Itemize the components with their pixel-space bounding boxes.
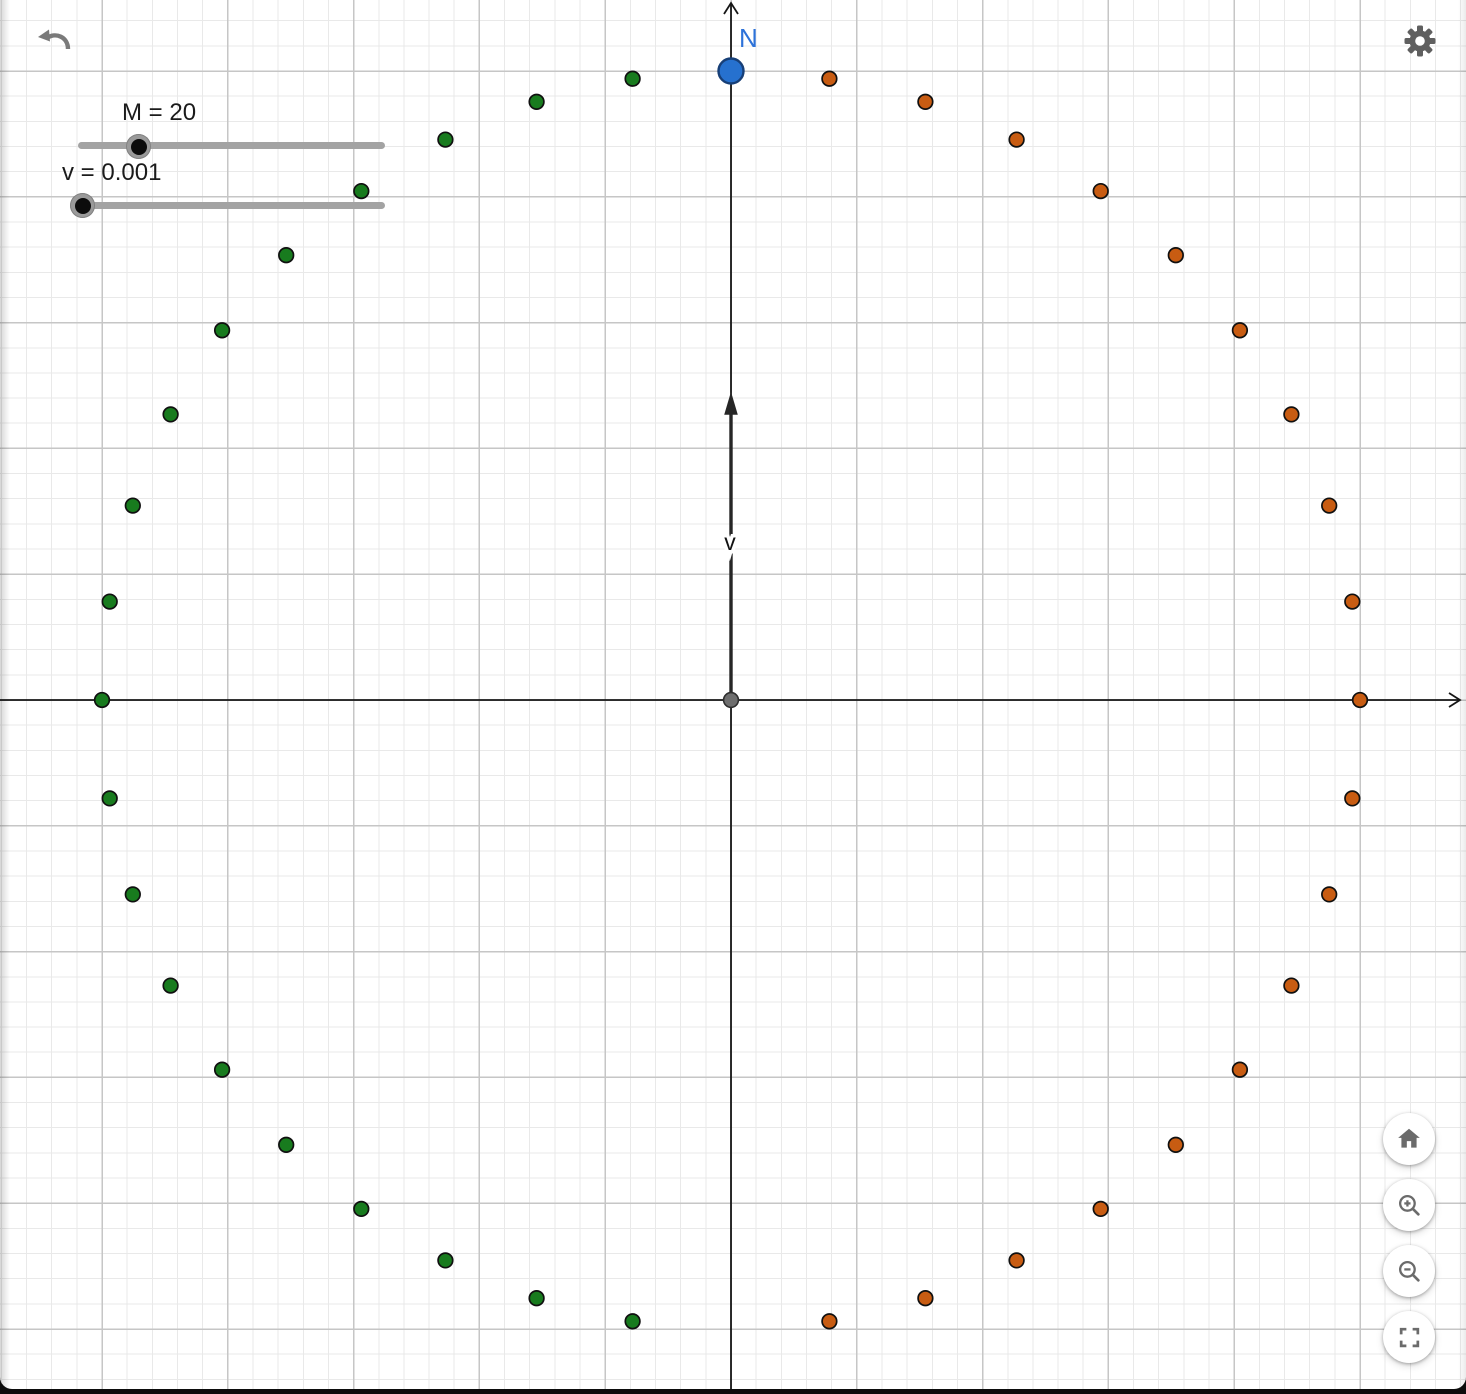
slider-m-track[interactable] [78, 142, 385, 149]
fullscreen-icon [1399, 1327, 1419, 1347]
orange-point[interactable] [1008, 1252, 1025, 1269]
green-point[interactable] [124, 497, 141, 514]
orange-point[interactable] [821, 70, 838, 87]
vector-v-label: v [724, 529, 736, 555]
green-point[interactable] [353, 1200, 370, 1218]
zoom-out-icon [1398, 1260, 1420, 1282]
orange-point[interactable] [1344, 593, 1361, 610]
origin-point[interactable] [722, 691, 740, 709]
green-point[interactable] [101, 790, 118, 807]
orange-point[interactable] [1167, 247, 1184, 264]
orange-point[interactable] [1167, 1136, 1184, 1153]
green-point[interactable] [213, 322, 231, 339]
orange-point[interactable] [1283, 406, 1300, 423]
slider-m-handle[interactable] [126, 134, 151, 159]
orange-points[interactable] [821, 70, 1369, 1330]
green-point[interactable] [624, 70, 641, 87]
y-axis-arrow [723, 1, 739, 15]
vector-arrowhead [724, 391, 738, 415]
orange-point[interactable] [1231, 1061, 1249, 1078]
x-axis-arrow [1448, 692, 1462, 708]
slider-v-handle[interactable] [70, 193, 95, 218]
green-point[interactable] [278, 1136, 295, 1153]
home-button[interactable] [1383, 1113, 1435, 1165]
gear-icon [1404, 25, 1436, 57]
window-bottom-edge [0, 1389, 1466, 1394]
orange-point[interactable] [1283, 977, 1300, 994]
green-point[interactable] [437, 1252, 454, 1269]
green-point[interactable] [213, 1061, 231, 1078]
orange-point[interactable] [1321, 497, 1338, 514]
green-point[interactable] [528, 93, 545, 110]
slider-m-label: M = 20 [122, 99, 197, 126]
settings-button[interactable] [1402, 23, 1438, 59]
point-n[interactable] [717, 57, 745, 85]
orange-point[interactable] [1344, 790, 1361, 807]
green-point[interactable] [624, 1313, 641, 1330]
zoom-in-button[interactable] [1383, 1179, 1435, 1231]
green-point[interactable] [124, 886, 141, 903]
green-point[interactable] [162, 406, 179, 423]
zoom-out-button[interactable] [1383, 1245, 1435, 1297]
green-point[interactable] [278, 247, 295, 264]
green-point[interactable] [353, 182, 370, 200]
point-n-label: N [739, 23, 758, 53]
home-icon [1398, 1128, 1420, 1148]
undo-button[interactable] [36, 24, 74, 54]
orange-point[interactable] [1351, 691, 1369, 709]
green-point[interactable] [437, 131, 454, 148]
green-point[interactable] [528, 1290, 545, 1307]
green-point[interactable] [162, 977, 179, 994]
orange-point[interactable] [917, 1290, 934, 1307]
orange-point[interactable] [917, 93, 934, 110]
orange-point[interactable] [1092, 182, 1109, 200]
orange-point[interactable] [1321, 886, 1338, 903]
slider-v-track[interactable] [78, 202, 385, 209]
green-points[interactable] [93, 70, 641, 1330]
orange-point[interactable] [821, 1313, 838, 1330]
zoom-in-icon [1398, 1194, 1420, 1216]
fullscreen-button[interactable] [1383, 1311, 1435, 1363]
slider-v-label: v = 0.001 [62, 159, 162, 186]
orange-point[interactable] [1008, 131, 1025, 148]
orange-point[interactable] [1231, 322, 1249, 339]
green-point[interactable] [93, 691, 111, 709]
orange-point[interactable] [1092, 1200, 1109, 1218]
vector-v: v [721, 391, 740, 700]
undo-icon [38, 29, 71, 50]
green-point[interactable] [101, 593, 118, 610]
